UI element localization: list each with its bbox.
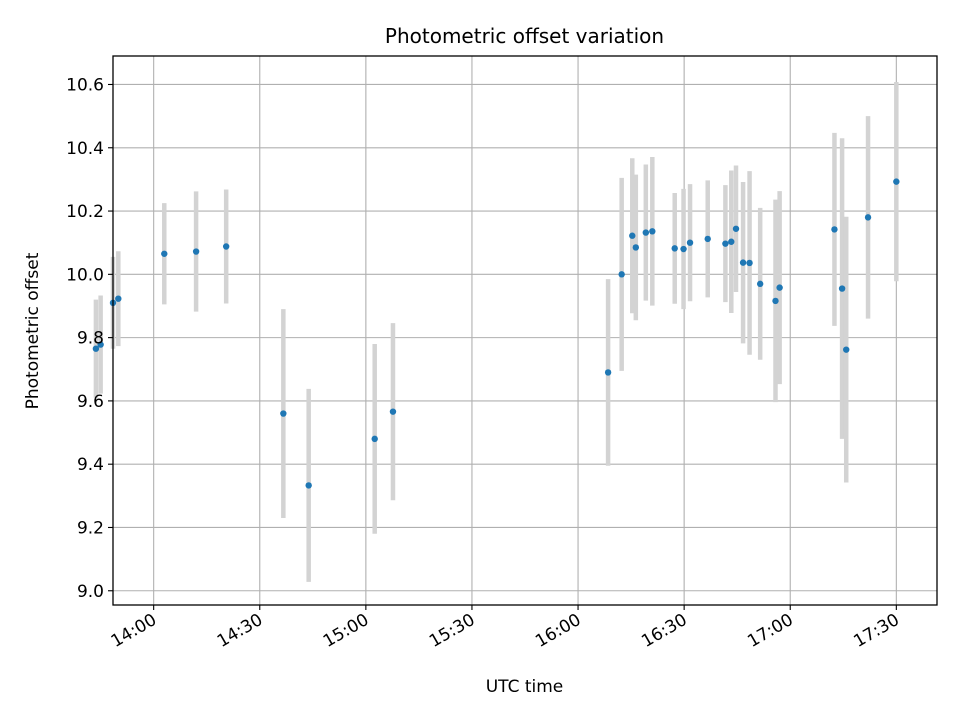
y-tick-label: 10.4	[66, 139, 104, 159]
data-point	[192, 248, 200, 255]
data-point	[97, 341, 104, 348]
data-point	[728, 238, 735, 245]
data-point	[772, 297, 779, 305]
chart-title: Photometric offset variation	[385, 24, 664, 48]
data-point	[604, 369, 612, 376]
data-point	[680, 245, 687, 253]
y-tick-label: 9.4	[77, 455, 104, 475]
data-point	[642, 229, 650, 236]
data-point	[280, 410, 287, 417]
data-point	[371, 435, 378, 443]
data-point	[389, 408, 397, 415]
data-point	[115, 295, 122, 302]
y-tick-label: 9.2	[77, 518, 104, 538]
plot-frame	[112, 55, 938, 606]
y-tick-label: 9.6	[77, 392, 104, 412]
data-point	[732, 225, 740, 232]
data-point	[746, 259, 753, 267]
data-point	[864, 214, 872, 221]
data-point	[629, 232, 636, 239]
data-point	[618, 271, 625, 278]
x-axis-label: UTC time	[486, 677, 564, 697]
data-point	[671, 245, 678, 252]
data-point	[722, 240, 729, 247]
data-point	[843, 346, 850, 353]
y-axis-label: Photometric offset	[23, 252, 43, 409]
data-point	[776, 284, 783, 291]
data-point	[632, 244, 640, 251]
data-point	[686, 239, 694, 246]
data-point	[893, 178, 900, 185]
data-point	[756, 280, 764, 288]
y-tick-label: 10.2	[66, 202, 104, 222]
data-point	[305, 482, 312, 489]
y-tick-label: 10.0	[66, 265, 104, 285]
data-point	[161, 250, 168, 257]
y-tick-label: 9.0	[77, 582, 104, 602]
grid	[113, 56, 937, 605]
data-point	[739, 259, 747, 266]
data-point	[831, 226, 838, 233]
data-point	[838, 285, 846, 292]
data-point	[649, 228, 656, 235]
y-tick-label: 10.6	[66, 75, 104, 95]
data-points	[92, 178, 900, 489]
data-point	[704, 235, 711, 243]
y-axis-ticks: 9.0 9.2 9.4 9.6 9.8 10.0 10.2 10.4 10.6	[66, 75, 113, 602]
data-point	[222, 243, 230, 250]
y-tick-label: 9.8	[77, 329, 104, 349]
data-point	[92, 345, 100, 352]
